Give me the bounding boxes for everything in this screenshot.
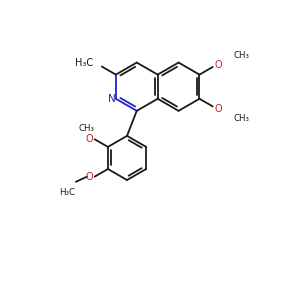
Text: O: O (85, 172, 93, 182)
Text: O: O (214, 60, 222, 70)
Text: CH₃: CH₃ (233, 51, 249, 60)
Text: CH₃: CH₃ (78, 124, 94, 133)
Text: CH₃: CH₃ (233, 114, 249, 123)
Text: N: N (108, 94, 116, 104)
Text: O: O (85, 134, 93, 144)
Text: H₃C: H₃C (75, 58, 94, 68)
Text: O: O (214, 104, 222, 114)
Text: H₃C: H₃C (59, 188, 75, 197)
